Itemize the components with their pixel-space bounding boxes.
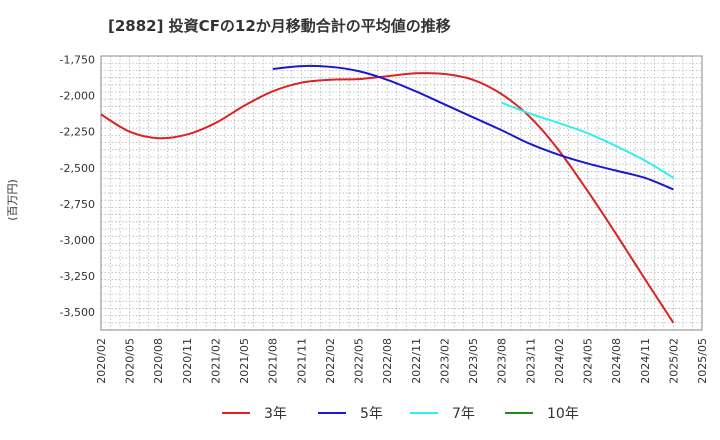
legend-label: 5年: [360, 406, 383, 422]
legend: 3年 5年 7年 10年: [222, 406, 579, 422]
x-tick-label: 2025/05: [696, 338, 709, 384]
x-tick-label: 2025/02: [667, 338, 680, 384]
y-tick-label: -3,000: [60, 234, 95, 247]
x-tick-label: 2022/08: [381, 338, 394, 384]
x-tick-label: 2023/11: [524, 338, 537, 384]
x-tick-label: 2023/02: [438, 338, 451, 384]
y-tick-label: -2,500: [60, 162, 95, 175]
x-tick-label: 2024/02: [553, 338, 566, 384]
x-tick-label: 2021/02: [209, 338, 222, 384]
x-tick-label: 2024/08: [610, 338, 623, 384]
x-tick-label: 2021/08: [267, 338, 280, 384]
x-tick-label: 2024/05: [582, 338, 595, 384]
x-tick-label: 2020/05: [124, 338, 137, 384]
chart-title: [2882] 投資CFの12か月移動合計の平均値の推移: [108, 17, 451, 35]
y-tick-label: -1,750: [60, 54, 95, 67]
x-tick-label: 2021/05: [238, 338, 251, 384]
legend-label: 7年: [452, 406, 475, 422]
x-tick-label: 2023/05: [467, 338, 480, 384]
y-tick-label: -2,750: [60, 198, 95, 211]
x-axis-ticks: 2020/02 2020/05 2020/08 2020/11 2021/02 2021/…: [95, 338, 709, 384]
legend-label: 3年: [264, 406, 287, 422]
y-tick-label: -3,250: [60, 270, 95, 283]
series-line-5年: [272, 64, 674, 191]
x-tick-label: 2023/08: [496, 338, 509, 384]
series-lines: [100, 64, 675, 324]
y-tick-label: -3,500: [60, 306, 95, 319]
x-tick-label: 2022/02: [324, 338, 337, 384]
x-tick-label: 2022/11: [410, 338, 423, 384]
x-tick-label: 2020/08: [152, 338, 165, 384]
legend-label: 10年: [547, 406, 579, 422]
series-line-7年: [501, 101, 674, 179]
plot-area: [100, 55, 703, 331]
y-axis-ticks: -1,750 -2,000 -2,250 -2,500 -2,750 -3,000 -3,2…: [60, 54, 95, 319]
x-tick-label: 2020/02: [95, 338, 108, 384]
x-tick-label: 2020/11: [181, 338, 194, 384]
x-tick-label: 2022/05: [353, 338, 366, 384]
grid-lines: [100, 55, 703, 331]
y-axis-label: (百万円): [6, 179, 19, 221]
y-tick-label: -2,250: [60, 126, 95, 139]
y-tick-label: -2,000: [60, 90, 95, 103]
series-line-3年: [100, 72, 675, 324]
x-tick-label: 2021/11: [295, 338, 308, 384]
x-tick-label: 2024/11: [639, 338, 652, 384]
